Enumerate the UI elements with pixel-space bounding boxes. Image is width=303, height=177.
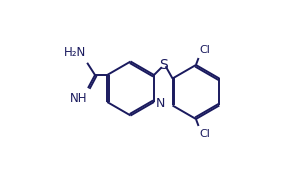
Text: N: N <box>156 97 165 110</box>
Text: NH: NH <box>70 92 87 105</box>
Text: Cl: Cl <box>199 129 210 139</box>
Text: H₂N: H₂N <box>64 46 86 59</box>
Text: S: S <box>159 58 168 72</box>
Text: Cl: Cl <box>199 45 210 55</box>
